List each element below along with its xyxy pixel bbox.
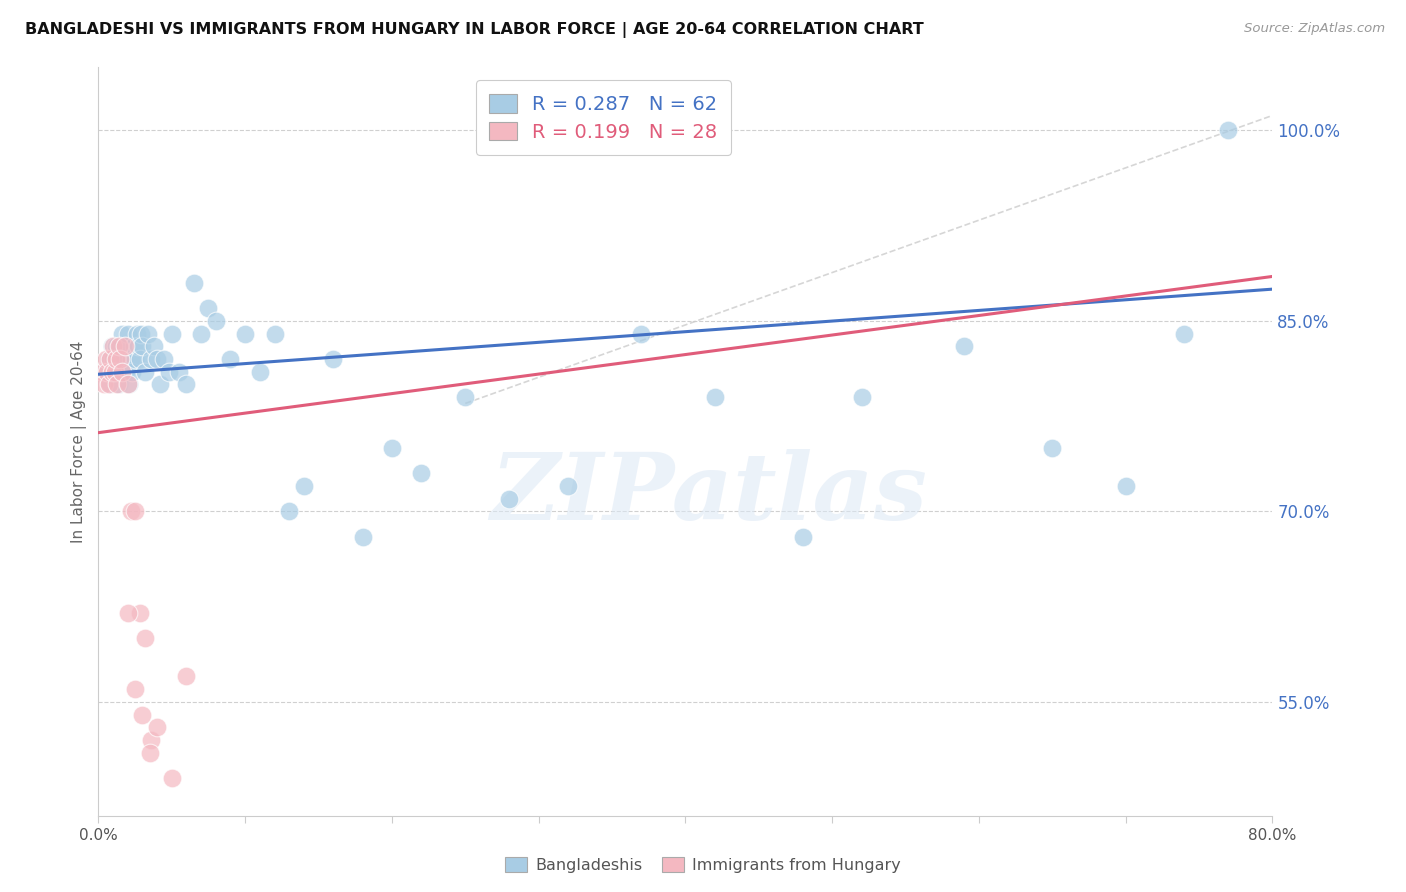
Point	[96, 365, 118, 379]
Point	[131, 339, 153, 353]
Point	[139, 746, 162, 760]
Point	[122, 339, 145, 353]
Point	[352, 530, 374, 544]
Point	[278, 504, 301, 518]
Point	[157, 365, 180, 379]
Point	[114, 339, 136, 353]
Point	[100, 339, 122, 353]
Point	[94, 351, 117, 366]
Point	[233, 326, 256, 341]
Point	[792, 530, 814, 544]
Point	[167, 365, 190, 379]
Point	[146, 720, 169, 734]
Point	[107, 351, 129, 366]
Point	[205, 314, 228, 328]
Point	[124, 504, 146, 518]
Point	[91, 365, 114, 379]
Point	[97, 351, 120, 366]
Point	[411, 467, 433, 481]
Point	[105, 339, 128, 353]
Point	[134, 632, 156, 646]
Point	[124, 682, 146, 697]
Point	[101, 351, 124, 366]
Point	[108, 377, 131, 392]
Point	[176, 669, 198, 683]
Point	[98, 377, 121, 392]
Point	[97, 377, 120, 392]
Point	[322, 351, 344, 366]
Point	[117, 326, 139, 341]
Point	[141, 733, 163, 747]
Point	[112, 351, 135, 366]
Point	[249, 365, 271, 379]
Point	[117, 377, 139, 392]
Point	[953, 339, 976, 353]
Point	[263, 326, 285, 341]
Legend: R = 0.287   N = 62, R = 0.199   N = 28: R = 0.287 N = 62, R = 0.199 N = 28	[475, 80, 731, 155]
Point	[110, 339, 132, 353]
Point	[100, 365, 122, 379]
Point	[149, 377, 172, 392]
Point	[134, 365, 156, 379]
Point	[128, 351, 150, 366]
Point	[1173, 326, 1195, 341]
Point	[107, 377, 129, 392]
Point	[146, 351, 169, 366]
Point	[105, 351, 128, 366]
Point	[127, 339, 149, 353]
Text: BANGLADESHI VS IMMIGRANTS FROM HUNGARY IN LABOR FORCE | AGE 20-64 CORRELATION CH: BANGLADESHI VS IMMIGRANTS FROM HUNGARY I…	[25, 22, 924, 38]
Point	[124, 351, 146, 366]
Point	[1040, 441, 1063, 455]
Point	[111, 365, 134, 379]
Point	[111, 326, 134, 341]
Point	[190, 326, 212, 341]
Point	[108, 339, 131, 353]
Point	[454, 390, 477, 404]
Point	[160, 771, 183, 785]
Point	[143, 339, 166, 353]
Point	[219, 351, 242, 366]
Point	[381, 441, 404, 455]
Point	[160, 326, 183, 341]
Legend: Bangladeshis, Immigrants from Hungary: Bangladeshis, Immigrants from Hungary	[499, 851, 907, 880]
Point	[117, 606, 139, 620]
Point	[115, 365, 138, 379]
Point	[110, 351, 132, 366]
Y-axis label: In Labor Force | Age 20-64: In Labor Force | Age 20-64	[72, 341, 87, 542]
Point	[121, 365, 143, 379]
Point	[141, 351, 163, 366]
Point	[183, 276, 205, 290]
Point	[98, 351, 121, 366]
Text: Source: ZipAtlas.com: Source: ZipAtlas.com	[1244, 22, 1385, 36]
Point	[125, 326, 148, 341]
Point	[136, 326, 159, 341]
Point	[94, 365, 117, 379]
Point	[176, 377, 198, 392]
Point	[557, 479, 579, 493]
Point	[103, 365, 125, 379]
Point	[851, 390, 873, 404]
Point	[703, 390, 725, 404]
Point	[197, 301, 219, 316]
Point	[93, 377, 115, 392]
Point	[498, 491, 520, 506]
Point	[120, 351, 142, 366]
Point	[1218, 123, 1240, 137]
Point	[120, 504, 142, 518]
Point	[128, 606, 150, 620]
Point	[1115, 479, 1137, 493]
Point	[131, 707, 153, 722]
Point	[153, 351, 176, 366]
Point	[118, 377, 141, 392]
Point	[114, 339, 136, 353]
Point	[103, 365, 125, 379]
Point	[129, 326, 152, 341]
Point	[292, 479, 315, 493]
Point	[101, 339, 124, 353]
Point	[630, 326, 652, 341]
Text: ZIPatlas: ZIPatlas	[491, 449, 928, 539]
